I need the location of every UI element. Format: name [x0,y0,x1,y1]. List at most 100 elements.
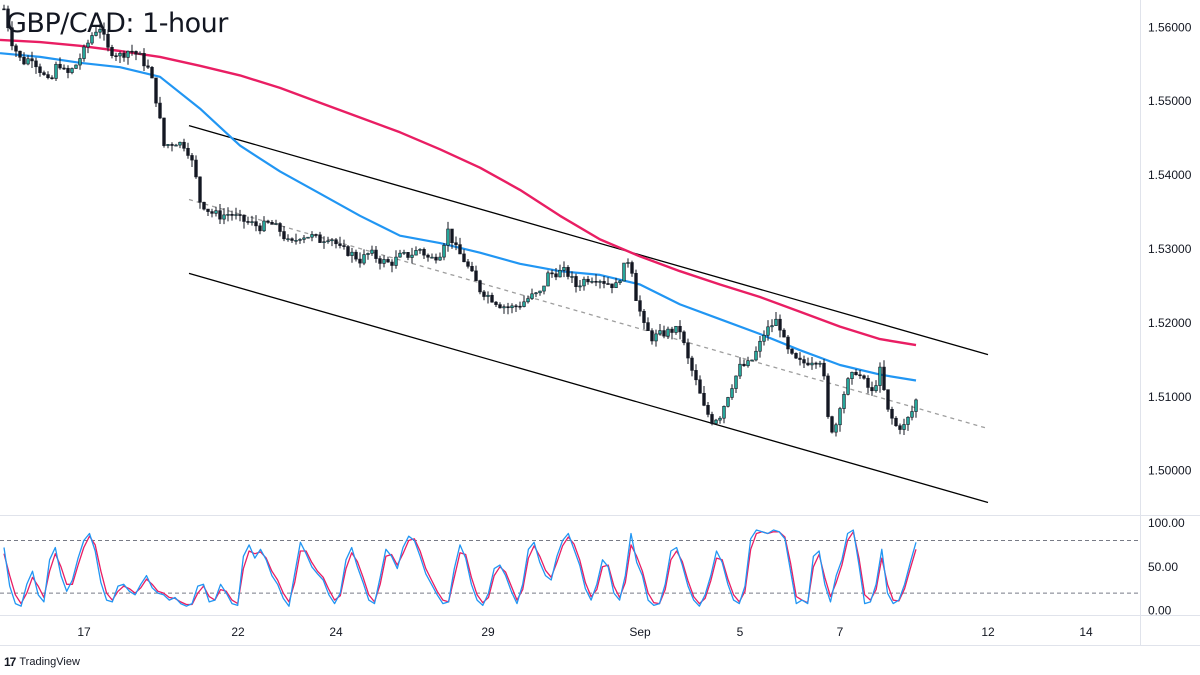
candle-bearish[interactable] [342,245,346,247]
candle-bearish[interactable] [182,141,186,149]
candle-bullish[interactable] [726,397,730,407]
candle-bearish[interactable] [34,60,38,68]
candle-bearish[interactable] [694,370,698,381]
candle-bullish[interactable] [430,256,434,259]
candle-bearish[interactable] [482,291,486,297]
candle-bullish[interactable] [74,64,78,69]
candle-bearish[interactable] [30,58,34,62]
candle-bearish[interactable] [106,33,110,48]
candle-bullish[interactable] [626,262,630,264]
candle-bullish[interactable] [758,340,762,352]
candle-bearish[interactable] [122,53,126,58]
candle-bearish[interactable] [218,210,222,220]
candle-bullish[interactable] [654,333,658,342]
candle-bullish[interactable] [590,281,594,283]
candle-bullish[interactable] [370,249,374,254]
candle-bearish[interactable] [806,362,810,366]
candle-bearish[interactable] [2,8,6,11]
candle-bullish[interactable] [526,298,530,303]
candle-bullish[interactable] [622,262,626,282]
candle-bearish[interactable] [586,278,590,283]
candle-bullish[interactable] [582,278,586,287]
candle-bullish[interactable] [138,53,142,55]
candle-bearish[interactable] [314,234,318,236]
candle-bullish[interactable] [366,253,370,255]
candle-bearish[interactable] [290,238,294,241]
candle-bullish[interactable] [510,305,514,309]
candle-bearish[interactable] [470,266,474,272]
candle-bearish[interactable] [894,417,898,427]
candle-bearish[interactable] [882,366,886,390]
candle-bullish[interactable] [298,239,302,241]
candle-bullish[interactable] [878,366,882,386]
candle-bearish[interactable] [238,214,242,216]
candle-bullish[interactable] [442,244,446,258]
candle-bullish[interactable] [90,35,94,44]
candle-bearish[interactable] [406,252,410,258]
candle-bearish[interactable] [334,239,338,245]
candle-bearish[interactable] [66,67,70,73]
candle-bearish[interactable] [462,253,466,263]
candle-bearish[interactable] [186,147,190,156]
candle-bearish[interactable] [426,254,430,258]
candle-bullish[interactable] [614,282,618,289]
candle-bearish[interactable] [710,414,714,424]
candle-bearish[interactable] [702,392,706,406]
candle-bullish[interactable] [26,58,30,65]
candle-bearish[interactable] [898,425,902,430]
candle-bullish[interactable] [126,50,130,58]
candle-bullish[interactable] [746,360,750,367]
candle-bearish[interactable] [254,221,258,227]
candle-bullish[interactable] [818,362,822,365]
candle-bullish[interactable] [910,411,914,418]
candle-bearish[interactable] [210,211,214,214]
candle-bearish[interactable] [830,416,834,433]
candle-bearish[interactable] [22,56,26,65]
candle-bullish[interactable] [322,241,326,243]
candle-bearish[interactable] [454,242,458,245]
candle-bearish[interactable] [338,243,342,246]
candle-bullish[interactable] [326,240,330,243]
candle-bearish[interactable] [458,244,462,255]
candle-bearish[interactable] [134,51,138,55]
candle-bearish[interactable] [170,144,174,146]
candle-bullish[interactable] [234,214,238,216]
candle-bullish[interactable] [570,276,574,278]
candle-bullish[interactable] [842,394,846,409]
candle-bullish[interactable] [774,318,778,326]
candle-bullish[interactable] [546,272,550,287]
candle-bearish[interactable] [110,47,114,56]
candle-bullish[interactable] [558,269,562,278]
candle-bearish[interactable] [50,77,54,80]
candle-bearish[interactable] [434,256,438,261]
candle-bullish[interactable] [250,221,254,223]
candle-bearish[interactable] [258,225,262,232]
candle-bearish[interactable] [466,261,470,267]
candle-bullish[interactable] [658,330,662,335]
candle-bearish[interactable] [630,262,634,274]
candle-bullish[interactable] [382,259,386,264]
candle-bearish[interactable] [886,389,890,410]
candle-bearish[interactable] [822,362,826,377]
candle-bearish[interactable] [354,251,358,260]
candle-bullish[interactable] [834,424,838,433]
candle-bearish[interactable] [146,65,150,68]
candle-bullish[interactable] [714,419,718,424]
candle-bearish[interactable] [278,223,282,232]
candle-bullish[interactable] [718,417,722,421]
candle-bearish[interactable] [638,300,642,312]
candle-bearish[interactable] [870,387,874,392]
candle-bearish[interactable] [866,377,870,388]
candle-bullish[interactable] [402,252,406,254]
candle-bearish[interactable] [518,305,522,308]
candle-bullish[interactable] [446,228,450,246]
candle-bullish[interactable] [226,214,230,216]
candle-bearish[interactable] [786,336,790,350]
candle-bearish[interactable] [42,72,46,75]
candle-bearish[interactable] [802,359,806,364]
candle-bullish[interactable] [306,236,310,239]
candle-bullish[interactable] [750,359,754,362]
candle-bullish[interactable] [530,293,534,299]
candle-bearish[interactable] [498,304,502,309]
candle-bullish[interactable] [738,363,742,377]
